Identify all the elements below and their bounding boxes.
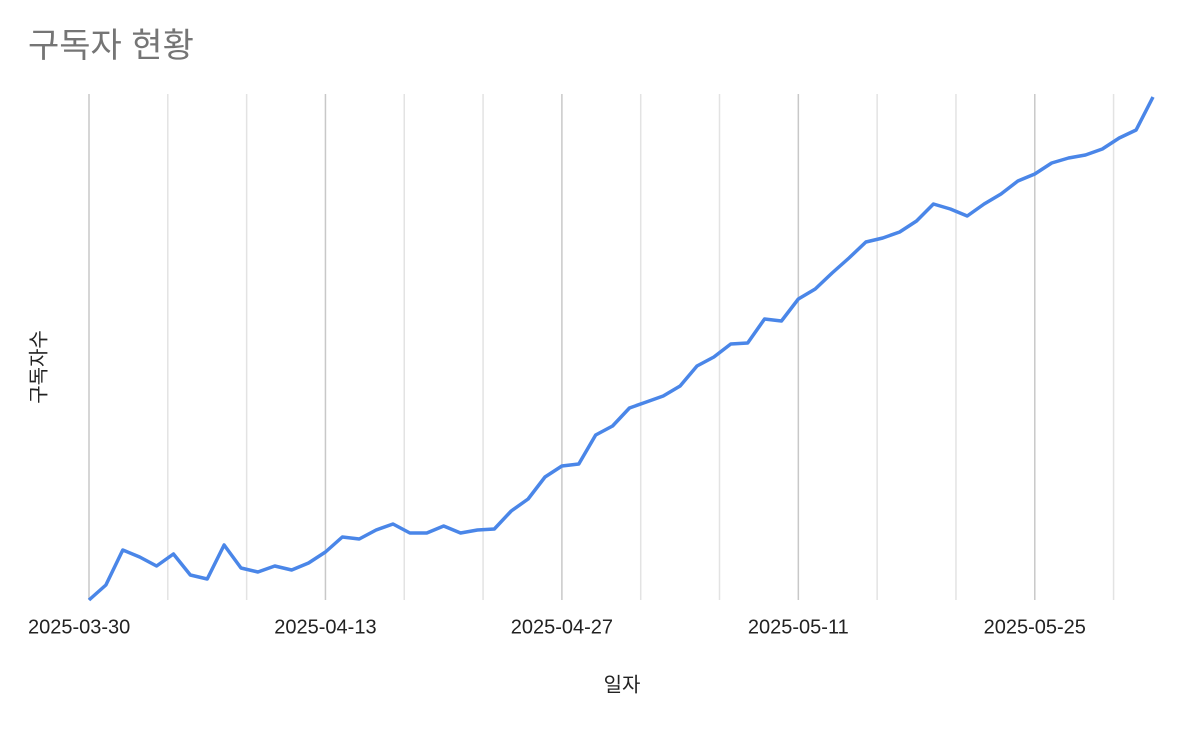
- chart-title: 구독자 현황: [28, 27, 194, 65]
- data-line: [87, 96, 1155, 602]
- x-tick-label: 2025-04-13: [274, 616, 376, 638]
- x-tick-label: 2025-03-30: [28, 616, 130, 638]
- x-tick-label: 2025-05-25: [984, 616, 1086, 638]
- x-axis-title: 일자: [604, 673, 641, 696]
- y-axis-title: 구독자수: [27, 330, 50, 404]
- x-tick-label: 2025-04-27: [511, 616, 613, 638]
- x-tick-label: 2025-05-11: [748, 616, 849, 638]
